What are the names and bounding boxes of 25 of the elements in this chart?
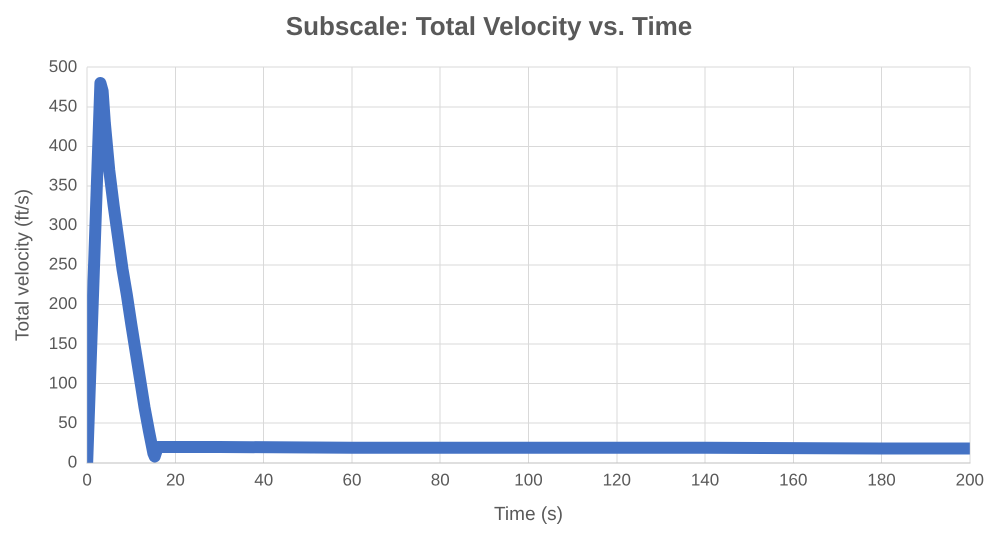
y-tick-label: 500 <box>48 56 78 76</box>
y-tick-label: 100 <box>48 373 78 392</box>
x-tick-label: 120 <box>602 470 631 490</box>
x-tick-label: 100 <box>514 470 543 490</box>
x-tick-label: 40 <box>254 470 274 490</box>
y-tick-label: 250 <box>48 254 78 274</box>
x-tick-label: 0 <box>82 470 92 490</box>
x-tick-label: 60 <box>342 470 362 490</box>
y-tick-label: 300 <box>48 215 78 234</box>
x-tick-label: 20 <box>166 470 185 490</box>
x-tick-label: 160 <box>779 470 808 490</box>
y-tick-label: 0 <box>68 452 78 472</box>
y-axis-title: Total velocity (ft/s) <box>12 188 34 342</box>
y-tick-label: 50 <box>58 412 78 432</box>
x-tick-label: 80 <box>430 470 450 490</box>
y-tick-label: 400 <box>48 136 78 156</box>
y-tick-label: 350 <box>48 176 78 195</box>
y-tick-label: 200 <box>48 294 78 314</box>
y-tick-label: 150 <box>48 334 78 353</box>
x-tick-label: 200 <box>956 470 984 490</box>
x-tick-label: 140 <box>690 470 720 490</box>
y-tick-label: 450 <box>48 96 78 116</box>
x-axis-title: Time (s) <box>494 504 563 525</box>
x-tick-label: 180 <box>867 470 896 490</box>
chart-title: Subscale: Total Velocity vs. Time <box>286 10 692 41</box>
